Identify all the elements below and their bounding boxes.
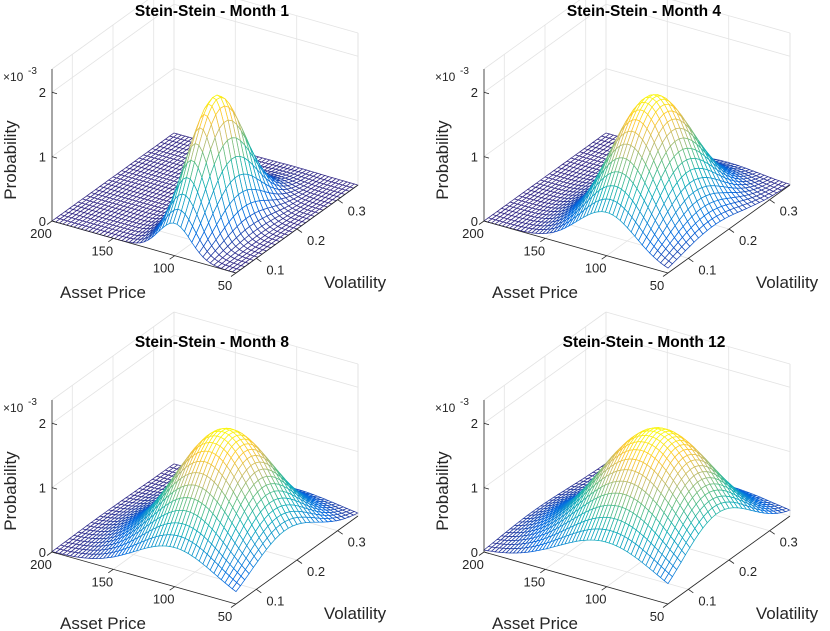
z-tick-label: 0 <box>39 214 46 229</box>
y-tick-mark <box>688 257 694 263</box>
y-tick-mark <box>769 199 775 204</box>
x-tick-mark <box>540 237 546 243</box>
x-tick-label: 50 <box>218 278 232 293</box>
grid-line <box>605 3 791 57</box>
x-tick-mark <box>601 255 607 260</box>
x-tick-mark <box>478 220 485 225</box>
x-tick-mark <box>230 603 237 608</box>
x-tick-label: 150 <box>523 243 545 258</box>
y-tick-label: 0.1 <box>266 262 284 277</box>
y-tick-label: 0.3 <box>348 535 366 550</box>
x-axis-label: Asset Price <box>60 614 146 631</box>
chart-title: Stein-Stein - Month 8 <box>135 334 290 351</box>
y-tick-label: 0.1 <box>266 593 284 608</box>
grid-line <box>483 68 607 157</box>
z-tick-label: 2 <box>39 416 46 431</box>
surface-plot-1: 50 100 150 200 0.1 0.2 0.3 0 1 2 Stein-Stein - Mon… <box>1 0 387 302</box>
box-edge <box>51 0 149 70</box>
grid-line <box>483 3 607 93</box>
z-tick-label: 2 <box>471 85 478 100</box>
z-multiplier-exponent: -3 <box>28 397 37 408</box>
x-tick-label: 200 <box>30 226 52 241</box>
x-tick-mark <box>230 272 237 277</box>
chart-title: Stein-Stein - Month 4 <box>567 3 722 20</box>
z-tick-mark <box>51 487 58 490</box>
box-edge <box>671 0 791 34</box>
chart-title: Stein-Stein - Month 1 <box>135 3 290 20</box>
surface-mesh <box>51 94 359 274</box>
x-axis-label: Asset Price <box>60 283 146 302</box>
y-tick-label: 0.2 <box>307 564 325 579</box>
z-axis-label: Probability <box>1 120 20 200</box>
y-tick-mark <box>296 559 303 564</box>
y-axis-label: Volatility <box>324 273 387 292</box>
y-tick-label: 0.1 <box>698 262 716 277</box>
box-edge <box>239 0 359 34</box>
x-tick-label: 50 <box>218 609 232 624</box>
x-tick-label: 100 <box>153 261 175 276</box>
z-tick-label: 0 <box>471 214 478 229</box>
z-tick-mark <box>51 220 58 223</box>
x-tick-mark <box>169 586 175 591</box>
x-tick-mark <box>108 568 114 574</box>
z-tick-label: 1 <box>471 150 478 165</box>
box-edge <box>483 0 581 70</box>
grid-line <box>51 3 175 93</box>
x-axis-line <box>51 220 237 274</box>
y-tick-mark <box>256 588 262 594</box>
y-tick-label: 0.2 <box>739 233 757 248</box>
y-tick-label: 0.3 <box>780 204 798 219</box>
x-tick-label: 150 <box>91 574 113 589</box>
z-axis-label: Probability <box>1 451 20 531</box>
x-tick-mark <box>169 255 175 260</box>
grid-line <box>173 3 359 57</box>
z-tick-mark <box>51 156 58 159</box>
z-tick-label: 0 <box>39 545 46 560</box>
x-tick-label: 100 <box>153 592 175 607</box>
grid-line <box>173 68 359 121</box>
y-tick-label: 0.2 <box>307 233 325 248</box>
x-tick-label: 150 <box>91 243 113 258</box>
z-multiplier-base: ×10 <box>435 70 456 84</box>
y-tick-mark <box>296 228 303 233</box>
surface-mesh <box>483 94 791 269</box>
y-tick-mark <box>337 199 343 204</box>
x-tick-mark <box>108 237 114 243</box>
x-tick-mark <box>46 220 53 225</box>
z-multiplier-base: ×10 <box>3 401 24 415</box>
x-tick-mark <box>46 551 53 556</box>
z-tick-label: 2 <box>39 85 46 100</box>
z-multiplier-base: ×10 <box>3 70 24 84</box>
x-tick-mark <box>662 272 669 277</box>
z-tick-mark <box>51 91 58 95</box>
z-tick-label: 1 <box>39 481 46 496</box>
grid-line <box>51 68 175 157</box>
z-axis-label: Probability <box>433 120 452 200</box>
y-axis-label: Volatility <box>324 604 387 623</box>
z-tick-mark <box>483 91 490 95</box>
surface-mesh <box>483 427 792 585</box>
y-tick-mark <box>256 257 262 263</box>
grid-line <box>605 68 791 121</box>
z-multiplier-exponent: -3 <box>28 66 37 77</box>
y-tick-mark <box>337 530 343 535</box>
y-tick-label: 0.3 <box>348 204 366 219</box>
z-tick-label: 1 <box>39 150 46 165</box>
z-multiplier-exponent: -3 <box>460 66 469 77</box>
z-multiplier: ×10 -3 <box>435 66 469 84</box>
x-axis-label: Asset Price <box>492 283 578 302</box>
y-axis-label: Volatility <box>756 273 819 292</box>
z-multiplier: ×10 -3 <box>3 397 37 415</box>
y-tick-mark <box>728 228 735 233</box>
x-tick-label: 50 <box>650 278 664 293</box>
z-multiplier: ×10 -3 <box>3 66 37 84</box>
z-tick-mark <box>51 422 58 426</box>
z-tick-mark <box>483 156 490 159</box>
x-tick-label: 100 <box>585 261 607 276</box>
